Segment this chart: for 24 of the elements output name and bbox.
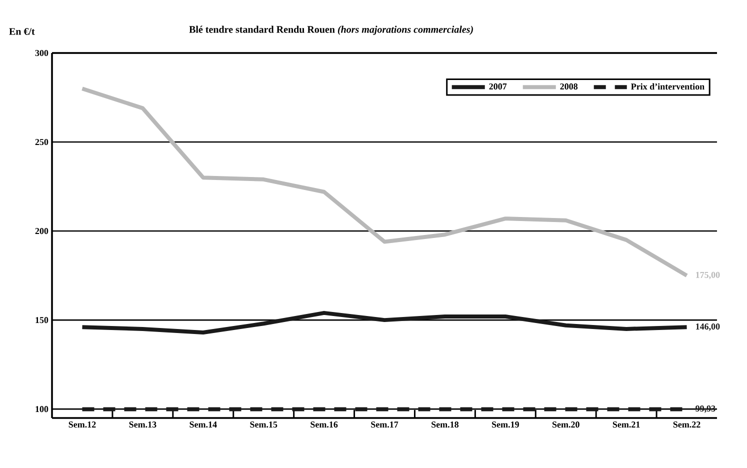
legend-label: 2007 <box>489 83 507 90</box>
y-axis-title: En €/t <box>9 28 35 35</box>
x-tick-label: Sem.13 <box>129 422 156 428</box>
x-tick-label: Sem.16 <box>310 422 338 428</box>
x-tick-label: Sem.12 <box>68 422 96 428</box>
data-label: 175,00 <box>696 272 720 280</box>
x-tick-label: Sem.14 <box>190 422 217 428</box>
data-label: 146,00 <box>696 323 720 331</box>
y-tick-label: 150 <box>36 317 48 324</box>
x-tick-label: Sem.19 <box>492 422 519 428</box>
y-tick-label: 250 <box>35 138 48 146</box>
y-tick-label: 300 <box>35 50 48 56</box>
legend-label: Prix d’intervention <box>631 83 704 90</box>
x-tick-label: Sem.17 <box>371 422 398 428</box>
legend-label: 2008 <box>560 83 578 90</box>
chart-title: Blé tendre standard Rendu Rouen (hors majorations commerciales) <box>189 26 473 35</box>
x-tick-label: Sem.20 <box>552 422 580 428</box>
y-tick-label: 200 <box>35 228 48 234</box>
x-tick-label: Sem.22 <box>673 422 700 428</box>
x-tick-label: Sem.21 <box>612 422 640 428</box>
y-tick-label: 100 <box>36 406 48 412</box>
x-tick-label: Sem.18 <box>432 422 459 428</box>
line-series <box>80 310 689 335</box>
x-tick-label: Sem.15 <box>250 422 278 428</box>
